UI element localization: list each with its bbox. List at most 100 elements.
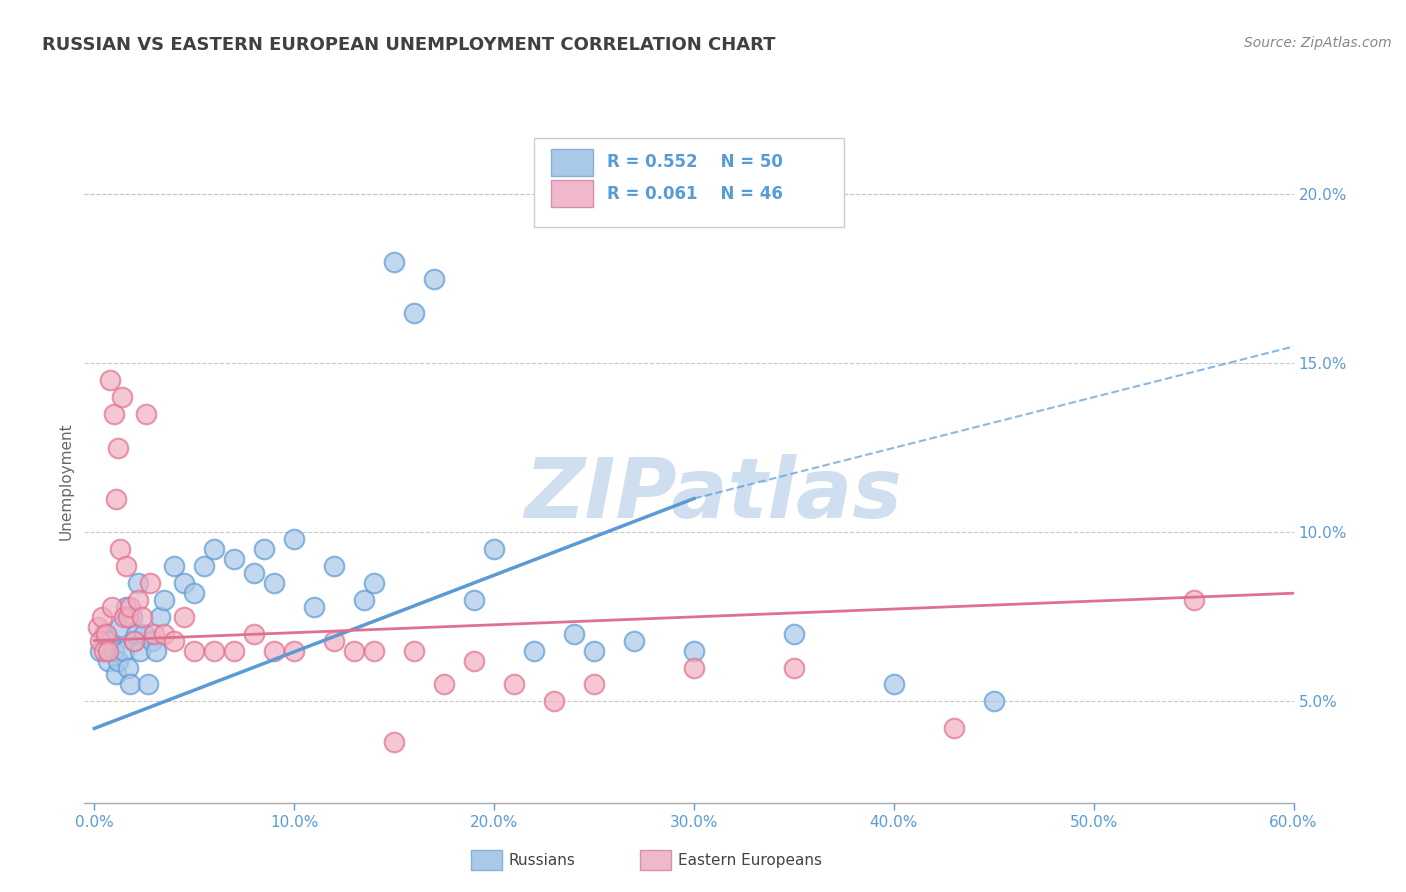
Point <box>110 542 132 557</box>
Point <box>582 643 605 657</box>
Point <box>423 272 446 286</box>
Point <box>112 643 135 657</box>
Point <box>120 677 142 691</box>
Point <box>105 491 128 506</box>
Point <box>97 654 120 668</box>
Point <box>523 643 546 657</box>
Point <box>243 566 266 580</box>
Point <box>783 660 806 674</box>
Point <box>263 576 285 591</box>
Text: Russians: Russians <box>509 854 576 868</box>
Point <box>163 633 186 648</box>
Point <box>323 633 346 648</box>
Point <box>115 559 138 574</box>
Point <box>112 610 135 624</box>
Point <box>136 677 159 691</box>
Point <box>107 654 129 668</box>
Point <box>942 722 965 736</box>
Point <box>103 643 125 657</box>
Point <box>683 660 706 674</box>
Point <box>87 620 110 634</box>
Point <box>302 599 325 614</box>
Point <box>89 633 111 648</box>
Point <box>404 643 426 657</box>
Point <box>623 633 645 648</box>
Point <box>433 677 456 691</box>
Point <box>183 586 205 600</box>
Point <box>149 610 172 624</box>
Text: R = 0.061    N = 46: R = 0.061 N = 46 <box>607 185 783 202</box>
Text: Eastern Europeans: Eastern Europeans <box>678 854 821 868</box>
Point <box>343 643 366 657</box>
Point <box>127 593 149 607</box>
Point <box>91 610 114 624</box>
Point <box>97 643 120 657</box>
Point <box>110 620 132 634</box>
Point <box>96 627 118 641</box>
Point <box>224 643 246 657</box>
Text: R = 0.552    N = 50: R = 0.552 N = 50 <box>607 153 783 171</box>
Point <box>139 576 162 591</box>
Point <box>98 373 121 387</box>
Point <box>145 643 167 657</box>
Point <box>107 441 129 455</box>
Point <box>323 559 346 574</box>
Point <box>89 643 111 657</box>
Point <box>482 542 505 557</box>
Text: Source: ZipAtlas.com: Source: ZipAtlas.com <box>1244 36 1392 50</box>
Y-axis label: Unemployment: Unemployment <box>58 423 73 541</box>
Point <box>143 627 166 641</box>
Point <box>1182 593 1205 607</box>
Point <box>503 677 526 691</box>
Point <box>363 643 385 657</box>
Point <box>382 735 405 749</box>
Point <box>263 643 285 657</box>
Point <box>124 633 146 648</box>
Point <box>183 643 205 657</box>
Text: ZIPatlas: ZIPatlas <box>524 454 903 535</box>
Point <box>202 643 225 657</box>
Point <box>115 599 138 614</box>
Point <box>283 643 305 657</box>
Point <box>103 407 125 421</box>
Point <box>363 576 385 591</box>
Point <box>783 627 806 641</box>
Point <box>173 610 195 624</box>
Point <box>153 593 176 607</box>
Point <box>543 694 565 708</box>
Point <box>141 633 163 648</box>
Point <box>224 552 246 566</box>
Point <box>105 667 128 681</box>
Point <box>582 677 605 691</box>
Point <box>120 599 142 614</box>
Point <box>883 677 905 691</box>
Point <box>173 576 195 591</box>
Point <box>983 694 1005 708</box>
Point <box>127 576 149 591</box>
Point <box>283 532 305 546</box>
Point <box>135 407 157 421</box>
Point <box>129 643 152 657</box>
Point <box>111 390 134 404</box>
Point <box>404 306 426 320</box>
Point <box>353 593 375 607</box>
Point <box>134 627 156 641</box>
Point <box>463 654 485 668</box>
Point <box>98 633 121 648</box>
Point <box>463 593 485 607</box>
Point <box>163 559 186 574</box>
Point <box>125 627 148 641</box>
Point <box>202 542 225 557</box>
Point <box>253 542 276 557</box>
Text: RUSSIAN VS EASTERN EUROPEAN UNEMPLOYMENT CORRELATION CHART: RUSSIAN VS EASTERN EUROPEAN UNEMPLOYMENT… <box>42 36 776 54</box>
Point <box>131 610 153 624</box>
Point <box>382 255 405 269</box>
Point <box>101 599 124 614</box>
Point <box>153 627 176 641</box>
Point <box>562 627 585 641</box>
Point <box>193 559 215 574</box>
Point <box>117 660 139 674</box>
Point <box>121 610 143 624</box>
Point <box>93 627 115 641</box>
Point <box>683 643 706 657</box>
